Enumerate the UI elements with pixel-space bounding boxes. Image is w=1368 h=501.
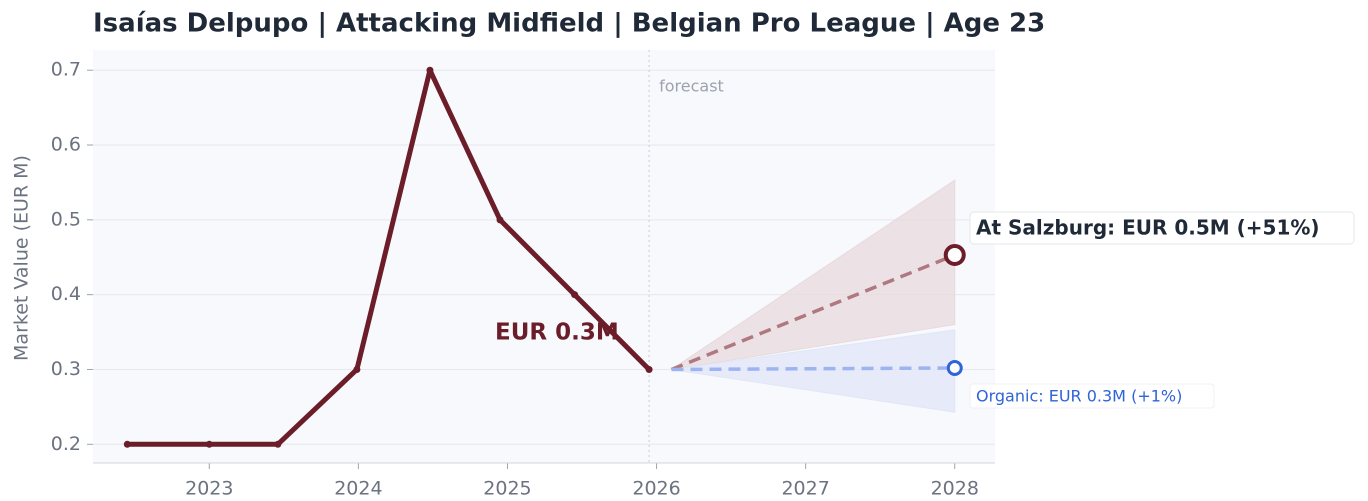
y-tick-label: 0.6	[51, 134, 81, 156]
x-tick-label: 2027	[781, 478, 829, 500]
annotation: EUR 0.3M	[495, 320, 619, 346]
y-axis-label: Market Value (EUR M)	[11, 155, 33, 361]
annotation-box	[969, 211, 1355, 245]
chart-title: Isaías Delpupo | Attacking Midfield | Be…	[93, 9, 1045, 39]
y-tick-label: 0.7	[51, 59, 81, 81]
x-tick-label: 2023	[185, 478, 233, 500]
history-point	[426, 66, 434, 74]
x-tick-label: 2024	[334, 478, 382, 500]
history-point	[274, 440, 282, 448]
y-tick-label: 0.4	[51, 283, 81, 305]
history-point	[496, 216, 504, 224]
forecast-label: forecast	[659, 77, 724, 96]
history-point	[123, 440, 131, 448]
annotation-box	[969, 383, 1215, 409]
y-tick-label: 0.3	[51, 358, 81, 380]
forecast-line	[671, 366, 955, 372]
annotation: Organic: EUR 0.3M (+1%)	[976, 387, 1182, 406]
forecast-end-marker	[943, 244, 966, 267]
plot: 0.2 0.3 0.4 0.5 0.6 0.7 2023 2024 2025 2026 2027 20…	[51, 50, 995, 500]
y-tick-label: 0.2	[51, 433, 81, 455]
x-tick-label: 2025	[483, 478, 531, 500]
history-point	[571, 291, 579, 299]
history-point	[353, 365, 361, 373]
forecast-end-marker	[946, 359, 963, 376]
history-point	[645, 365, 653, 373]
history-point	[205, 440, 213, 448]
history-line	[127, 67, 651, 447]
x-tick-label: 2028	[931, 478, 979, 500]
x-tick-label: 2026	[632, 478, 680, 500]
y-tick-label: 0.5	[51, 208, 81, 230]
forecast-line	[670, 253, 956, 372]
annotation: At Salzburg: EUR 0.5M (+51%)	[976, 216, 1320, 240]
